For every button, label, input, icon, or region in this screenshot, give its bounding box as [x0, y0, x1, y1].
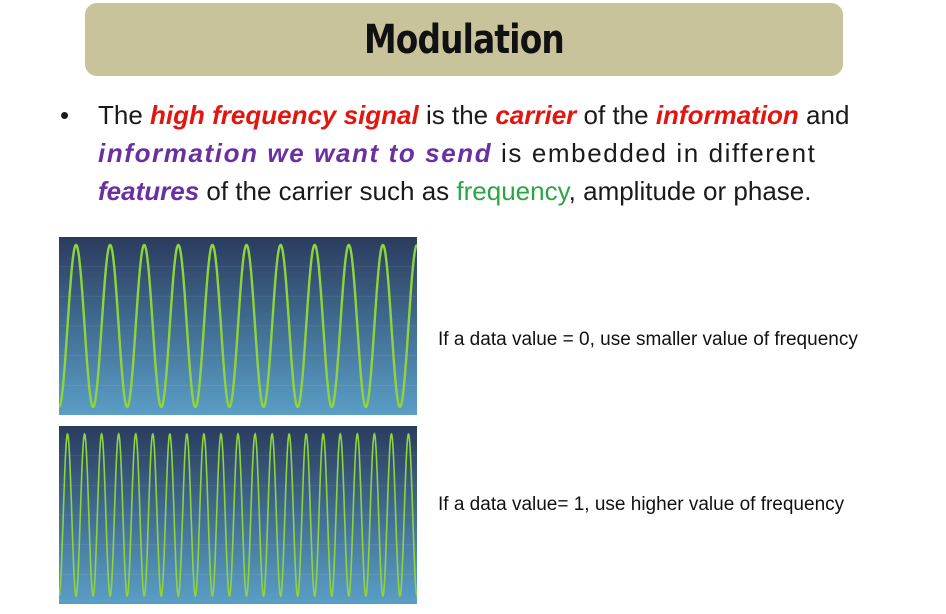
caption-data-value-0: If a data value = 0, use smaller value o… [438, 329, 858, 350]
caption-data-value-1: If a data value= 1, use higher value of … [438, 494, 845, 515]
bullet-line-3: features of the carrier such as frequenc… [98, 172, 928, 210]
emphasis-information: information [655, 100, 799, 130]
slide-title: Modulation [363, 16, 565, 63]
text-segment: is the [418, 100, 496, 130]
text-segment: is embedded in different [492, 138, 817, 168]
high-frequency-wave-graphic [59, 426, 417, 604]
bullet-text: The high frequency signal is the carrier… [98, 96, 928, 210]
emphasis-information-we-want-to-send: information we want to send [98, 138, 493, 168]
sine-wave-line [59, 243, 417, 409]
emphasis-features: features [98, 176, 200, 206]
emphasis-carrier: carrier [495, 100, 577, 130]
text-segment: The [98, 100, 151, 130]
text-segment: of the carrier such as [199, 176, 457, 206]
low-frequency-wave-image [59, 237, 417, 415]
bullet-line-1: The high frequency signal is the carrier… [98, 96, 928, 134]
text-segment: and [798, 100, 850, 130]
emphasis-high-frequency-signal: high frequency signal [150, 100, 419, 130]
text-segment: , amplitude or phase. [568, 176, 812, 206]
title-bar: Modulation [85, 3, 843, 76]
bullet-icon: • [60, 100, 70, 130]
wave-background [59, 426, 417, 604]
bullet-line-2: information we want to send is embedded … [98, 134, 928, 172]
text-segment: of the [576, 100, 656, 130]
high-frequency-wave-image [59, 426, 417, 604]
low-frequency-wave-graphic [59, 237, 417, 415]
sine-wave-line [59, 432, 417, 598]
emphasis-frequency: frequency [456, 176, 569, 206]
